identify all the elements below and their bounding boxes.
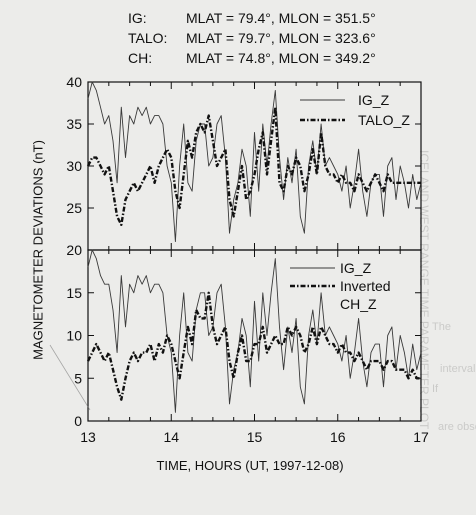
y-tick-label: 15	[66, 285, 82, 301]
series-line	[86, 291, 421, 401]
y-tick-label: 0	[74, 413, 82, 429]
header-row-talo: TALO: MLAT = 79.7°, MLON = 323.6°	[128, 30, 376, 46]
station-coords: MLAT = 79.7°, MLON = 323.6°	[186, 30, 376, 46]
header-row-ig: IG: MLAT = 79.4°, MLON = 351.5°	[128, 10, 376, 26]
header-row-ch: CH: MLAT = 74.8°, MLON = 349.2°	[128, 50, 376, 66]
side-text: are obse	[438, 421, 476, 433]
x-tick-label: 17	[413, 429, 429, 445]
y-tick-label: 25	[66, 200, 82, 216]
station-label: TALO:	[128, 30, 168, 46]
x-tick-label: 15	[247, 429, 263, 445]
x-tick-label: 13	[80, 429, 96, 445]
x-tick-label: 14	[163, 429, 179, 445]
y-tick-label: 20	[66, 242, 82, 258]
series-line	[87, 81, 422, 243]
series-line	[86, 105, 421, 227]
y-tick-label: 35	[66, 116, 82, 132]
scan-artifact-line	[49, 344, 91, 411]
side-text: The	[432, 321, 451, 333]
x-tick-label: 16	[330, 429, 346, 445]
station-label: IG:	[128, 10, 147, 26]
legend-label: CH_Z	[340, 296, 377, 312]
y-tick-label: 30	[66, 158, 82, 174]
legend-label: IG_Z	[358, 92, 390, 108]
x-axis-label: TIME, HOURS (UT, 1997-12-08)	[156, 458, 344, 473]
legend-label: Inverted	[340, 278, 391, 294]
legend-label: TALO_Z	[358, 112, 410, 128]
side-text-group: ICELAND WEST RANGE TIME PARAMETER PLOT Th…	[417, 150, 476, 433]
station-coords: MLAT = 79.4°, MLON = 351.5°	[186, 10, 376, 26]
side-text: interval of 0-1	[440, 363, 476, 375]
station-coords: MLAT = 74.8°, MLON = 349.2°	[186, 50, 376, 66]
legend-label: IG_Z	[340, 260, 372, 276]
series-line	[87, 249, 422, 413]
y-tick-label: 40	[66, 74, 82, 90]
side-text: If	[432, 383, 439, 395]
y-tick-label: 10	[66, 328, 82, 344]
y-tick-label: 5	[74, 370, 82, 386]
station-label: CH:	[128, 50, 153, 66]
